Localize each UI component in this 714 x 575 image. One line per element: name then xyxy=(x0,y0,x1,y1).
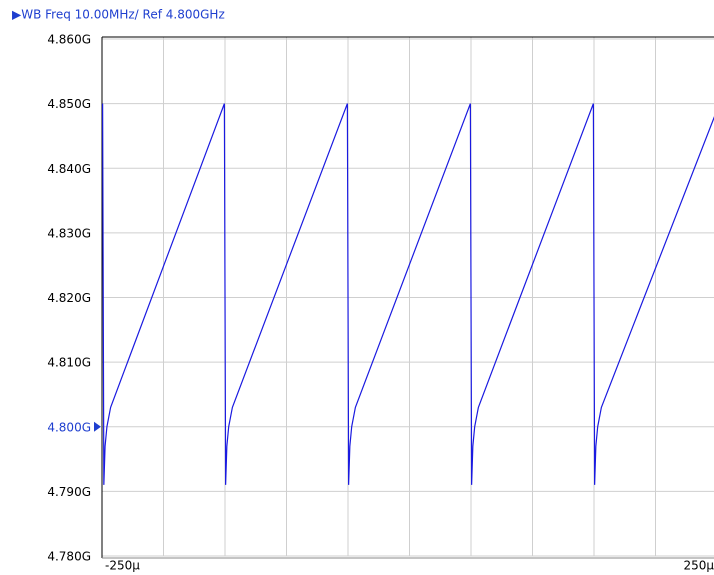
y-tick-label: 4.850G xyxy=(47,97,91,111)
chart-title: ▶WB Freq 10.00MHz/ Ref 4.800GHz xyxy=(12,8,225,22)
y-tick-label: 4.830G xyxy=(47,226,91,240)
y-tick-label: 4.800G xyxy=(47,420,91,434)
y-tick-label: 4.790G xyxy=(47,485,91,499)
y-tick-label: 4.780G xyxy=(47,550,91,564)
y-tick-label: 4.860G xyxy=(47,33,91,47)
x-tick-label: 250µ xyxy=(683,559,714,573)
y-tick-label: 4.820G xyxy=(47,291,91,305)
y-tick-label: 4.840G xyxy=(47,162,91,176)
x-tick-label: -250µ xyxy=(105,559,140,573)
reference-marker xyxy=(94,421,101,432)
trace-line xyxy=(102,103,714,485)
y-tick-label: 4.810G xyxy=(47,356,91,370)
